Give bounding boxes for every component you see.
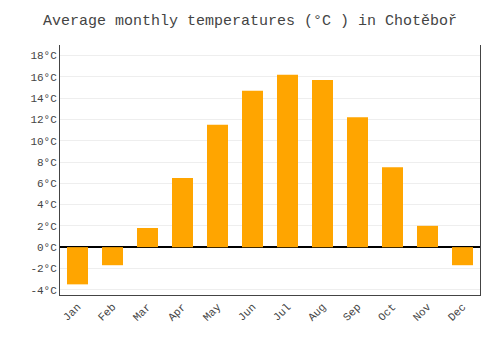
svg-text:2°C: 2°C <box>37 221 57 233</box>
svg-text:0°C: 0°C <box>37 242 57 254</box>
svg-text:18°C: 18°C <box>30 50 57 62</box>
svg-text:Nov: Nov <box>411 301 434 324</box>
svg-text:Mar: Mar <box>131 301 153 323</box>
svg-text:Apr: Apr <box>166 301 188 323</box>
svg-text:10°C: 10°C <box>30 136 57 148</box>
svg-text:12°C: 12°C <box>30 114 57 126</box>
svg-text:Jul: Jul <box>271 301 293 323</box>
svg-text:6°C: 6°C <box>37 178 57 190</box>
svg-text:Sep: Sep <box>341 301 363 323</box>
svg-text:-4°C: -4°C <box>30 285 57 297</box>
svg-text:Oct: Oct <box>376 301 398 323</box>
svg-text:Jun: Jun <box>236 301 258 323</box>
svg-text:May: May <box>201 301 224 324</box>
svg-text:-2°C: -2°C <box>30 263 57 275</box>
svg-text:Feb: Feb <box>96 301 118 323</box>
svg-text:Jan: Jan <box>61 301 83 323</box>
svg-text:Average monthly temperatures (: Average monthly temperatures (°C ) in Ch… <box>43 13 457 30</box>
svg-text:4°C: 4°C <box>37 199 57 211</box>
svg-text:8°C: 8°C <box>37 157 57 169</box>
svg-text:14°C: 14°C <box>30 93 57 105</box>
svg-text:Aug: Aug <box>306 301 328 323</box>
svg-text:16°C: 16°C <box>30 72 57 84</box>
svg-text:Dec: Dec <box>446 301 468 323</box>
